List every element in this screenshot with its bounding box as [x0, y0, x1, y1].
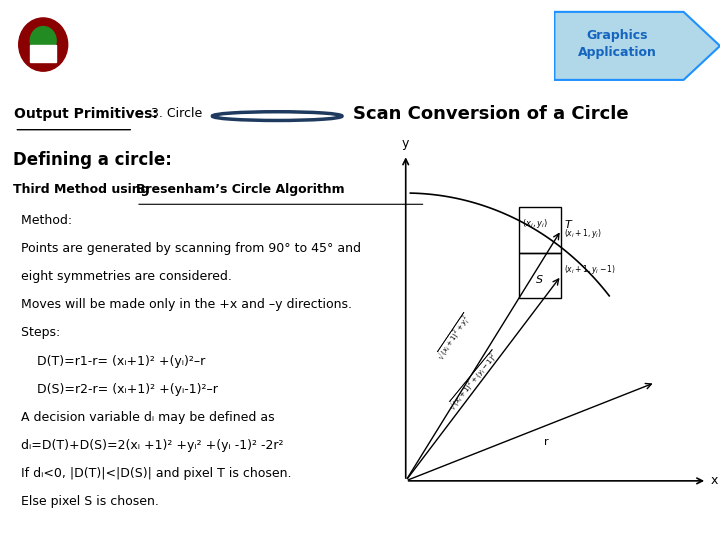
Bar	[519, 207, 562, 253]
Text: A decision variable dᵢ may be defined as: A decision variable dᵢ may be defined as	[13, 410, 274, 424]
Text: D(T)=r1-r= (xᵢ+1)² +(yᵢ)²–r: D(T)=r1-r= (xᵢ+1)² +(yᵢ)²–r	[13, 354, 205, 368]
Text: $\sqrt{(x_i+1)^2+(y_i-1)^2}$: $\sqrt{(x_i+1)^2+(y_i-1)^2}$	[445, 349, 503, 414]
Text: $(x_i+1, y_i-1)$: $(x_i+1, y_i-1)$	[564, 263, 616, 276]
Text: Scan Conversion of a Circle: Scan Conversion of a Circle	[353, 105, 629, 123]
Text: y: y	[402, 137, 410, 151]
Text: dᵢ=D(T)+D(S)=2(xᵢ +1)² +yᵢ² +(yᵢ -1)² -2r²: dᵢ=D(T)+D(S)=2(xᵢ +1)² +yᵢ² +(yᵢ -1)² -2…	[13, 438, 284, 452]
Text: Defining a circle:: Defining a circle:	[13, 151, 172, 169]
Bar	[30, 44, 56, 62]
Text: Output Primitives:: Output Primitives:	[14, 107, 158, 120]
Text: Prof. Dr. A. H. M. Kamal, CSE,: Prof. Dr. A. H. M. Kamal, CSE,	[260, 509, 460, 523]
Polygon shape	[554, 12, 720, 80]
Text: Else pixel S is chosen.: Else pixel S is chosen.	[13, 495, 159, 508]
Text: Points are generated by scanning from 90° to 45° and: Points are generated by scanning from 90…	[13, 242, 361, 255]
Text: eight symmetries are considered.: eight symmetries are considered.	[13, 270, 232, 284]
Bar	[519, 253, 562, 298]
Text: Moves will be made only in the +x and –y directions.: Moves will be made only in the +x and –y…	[13, 298, 352, 312]
Text: x: x	[710, 474, 718, 488]
Text: Method:: Method:	[13, 214, 72, 227]
Text: If dᵢ<0, |D(T)|<|D(S)| and pixel T is chosen.: If dᵢ<0, |D(T)|<|D(S)| and pixel T is ch…	[13, 467, 292, 480]
Text: 3. Circle: 3. Circle	[151, 107, 202, 120]
Circle shape	[19, 18, 68, 71]
Circle shape	[30, 26, 56, 55]
Text: $S$: $S$	[536, 273, 544, 285]
Text: D(S)=r2-r= (xᵢ+1)² +(yᵢ-1)²–r: D(S)=r2-r= (xᵢ+1)² +(yᵢ-1)²–r	[13, 382, 218, 396]
Text: $T$: $T$	[564, 218, 573, 230]
Text: $\sqrt{(x_i+1)^2+y_i^2}$: $\sqrt{(x_i+1)^2+y_i^2}$	[433, 312, 475, 364]
Text: $(x_i, y_i)$: $(x_i, y_i)$	[522, 218, 547, 231]
Text: Third Method using: Third Method using	[13, 183, 154, 195]
Text: Steps:: Steps:	[13, 326, 60, 340]
Text: $(x_i+1, y_i)$: $(x_i+1, y_i)$	[564, 227, 602, 240]
Text: CSE 403: Computer Graphics: CSE 403: Computer Graphics	[115, 31, 608, 60]
Circle shape	[12, 10, 75, 79]
Text: r: r	[544, 437, 548, 447]
Text: Graphics
Application: Graphics Application	[578, 29, 657, 59]
Text: Bresenham’s Circle Algorithm: Bresenham’s Circle Algorithm	[136, 183, 345, 195]
